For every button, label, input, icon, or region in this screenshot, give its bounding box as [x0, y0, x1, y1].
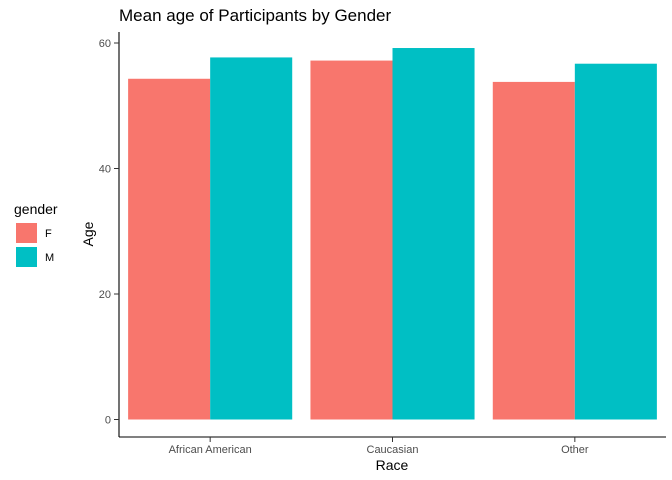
y-tick-label: 20 — [99, 289, 111, 301]
x-ticks: African American Caucasian Other — [169, 437, 589, 456]
legend: gender FM — [14, 201, 58, 267]
y-tick-label: 0 — [105, 415, 111, 427]
x-tick-label: Other — [561, 444, 589, 456]
bar-F-caucasian — [310, 60, 393, 420]
bar-F-other — [492, 81, 575, 420]
bar-M-other — [574, 63, 657, 420]
legend-swatch-F — [16, 223, 37, 243]
legend-label-M: M — [45, 252, 54, 264]
legend-swatch-M — [16, 247, 37, 267]
bars-group — [128, 48, 657, 420]
bar-M-african-american — [210, 57, 293, 420]
bar-F-african-american — [128, 78, 211, 420]
y-ticks: 0 20 40 60 — [99, 38, 119, 427]
legend-title: gender — [14, 201, 58, 217]
x-tick-label: Caucasian — [367, 444, 419, 456]
y-tick-label: 60 — [99, 38, 111, 50]
chart-title: Mean age of Participants by Gender — [119, 6, 391, 25]
x-tick-label: African American — [169, 444, 252, 456]
y-tick-label: 40 — [99, 164, 111, 176]
bar-M-caucasian — [392, 48, 475, 420]
y-axis-title: Age — [80, 221, 96, 246]
legend-label-F: F — [45, 228, 52, 240]
x-axis-title: Race — [376, 457, 409, 473]
